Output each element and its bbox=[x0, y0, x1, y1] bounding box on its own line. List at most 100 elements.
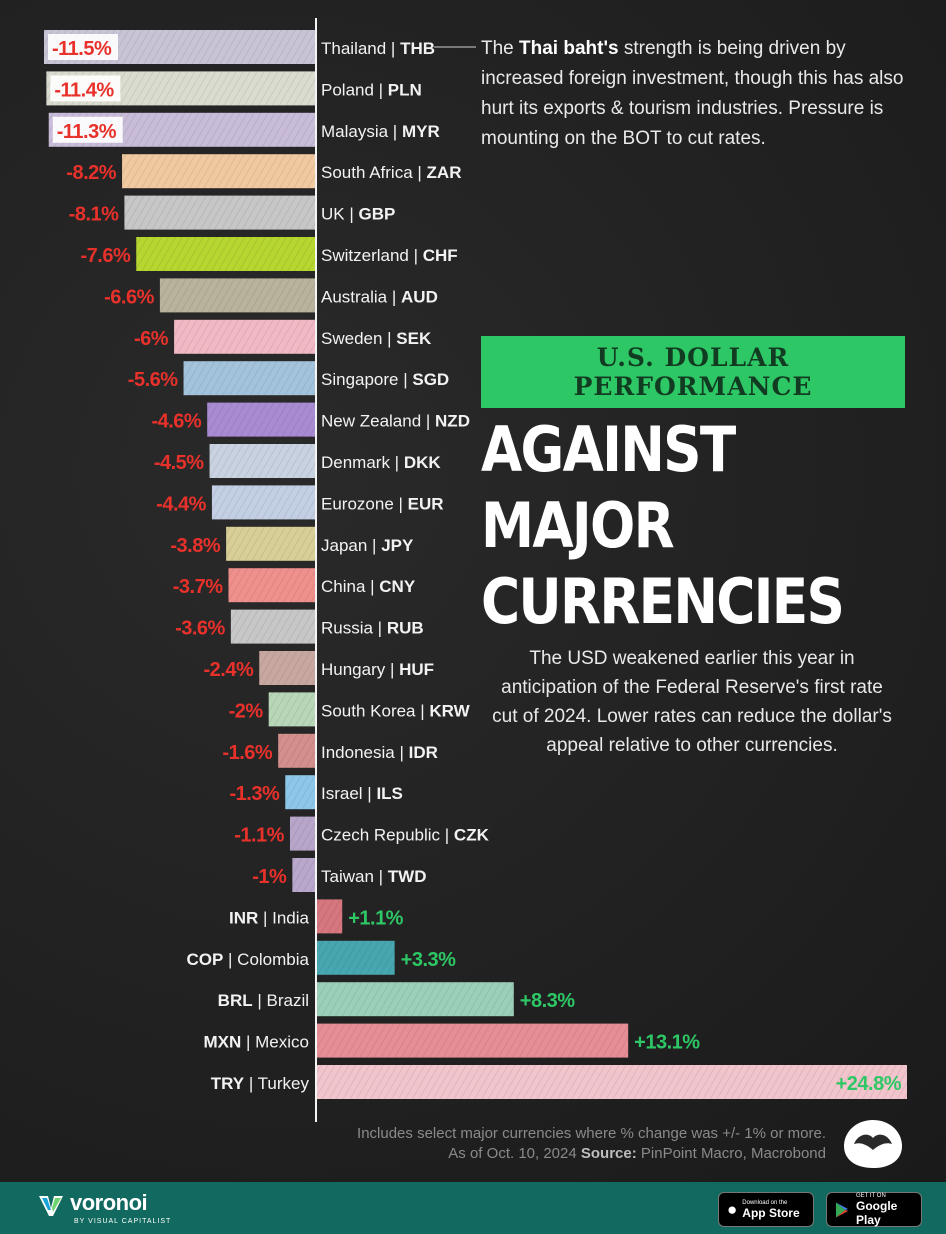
value-label-ils: -1.3% bbox=[230, 783, 280, 805]
bar-texture bbox=[207, 402, 316, 437]
value-label-bg bbox=[50, 75, 121, 102]
category-label-brl: BRL | Brazil bbox=[218, 991, 309, 1010]
value-label-myr: -11.3% bbox=[57, 121, 117, 143]
bar-texture bbox=[316, 1023, 629, 1058]
value-label-cop: +3.3% bbox=[401, 949, 456, 971]
category-label-myr: Malaysia | MYR bbox=[321, 122, 440, 141]
value-label-krw: -2% bbox=[229, 700, 264, 722]
category-label-cny: China | CNY bbox=[321, 577, 416, 596]
category-label-thb: Thailand | THB bbox=[321, 39, 435, 58]
value-label-nzd: -4.6% bbox=[151, 411, 201, 433]
bar-texture bbox=[159, 278, 316, 313]
value-label-sek: -6% bbox=[134, 328, 169, 350]
value-label-jpy: -3.8% bbox=[170, 535, 220, 557]
bar-texture bbox=[278, 733, 316, 768]
value-label-gbp: -8.1% bbox=[69, 204, 119, 226]
value-label-idr: -1.6% bbox=[222, 742, 272, 764]
category-label-pln: Poland | PLN bbox=[321, 80, 422, 99]
google-play-button[interactable]: GET IT ON Google Play bbox=[826, 1192, 922, 1227]
category-label-rub: Russia | RUB bbox=[321, 619, 424, 638]
category-label-czk: Czech Republic | CZK bbox=[321, 826, 490, 845]
category-label-dkk: Denmark | DKK bbox=[321, 453, 441, 472]
category-label-huf: Hungary | HUF bbox=[321, 660, 434, 679]
voronoi-brand[interactable]: voronoi BY VISUAL CAPITALIST bbox=[36, 1190, 171, 1225]
usd-annotation: The USD weakened earlier this year in an… bbox=[492, 648, 892, 756]
category-label-chf: Switzerland | CHF bbox=[321, 246, 458, 265]
bar-texture bbox=[136, 237, 316, 271]
value-label-chf: -7.6% bbox=[80, 245, 130, 267]
google-play-text: Google Play bbox=[856, 1198, 898, 1227]
title-line-1: U.S. DOLLAR bbox=[596, 343, 790, 372]
value-label-pln: -11.4% bbox=[54, 79, 114, 101]
footer-bar: voronoi BY VISUAL CAPITALIST ● Download … bbox=[0, 1182, 946, 1234]
bar-texture bbox=[289, 816, 316, 851]
category-label-cop: COP | Colombia bbox=[186, 950, 309, 969]
bar-texture bbox=[183, 361, 316, 396]
infographic-canvas: -11.5% Thailand | THB -11.4% Poland | PLN -1… bbox=[0, 0, 946, 1182]
value-label-bg bbox=[52, 116, 123, 143]
value-label-sgd: -5.6% bbox=[128, 369, 178, 391]
bar-texture bbox=[226, 526, 316, 561]
value-label-zar: -8.2% bbox=[66, 162, 116, 184]
app-store-text: App Store bbox=[742, 1205, 800, 1220]
bar-texture bbox=[228, 568, 316, 603]
brand-name: voronoi bbox=[70, 1190, 148, 1215]
category-label-jpy: Japan | JPY bbox=[321, 536, 414, 555]
category-label-idr: Indonesia | IDR bbox=[321, 743, 438, 762]
category-label-zar: South Africa | ZAR bbox=[321, 163, 461, 182]
bar-texture bbox=[316, 1065, 907, 1099]
bar-texture bbox=[209, 444, 316, 478]
bar-texture bbox=[122, 154, 316, 189]
bar-texture bbox=[316, 940, 395, 975]
category-label-inr: INR | India bbox=[229, 908, 310, 927]
bar-texture bbox=[268, 692, 316, 727]
value-label-bg bbox=[48, 34, 118, 60]
category-label-mxn: MXN | Mexico bbox=[204, 1033, 310, 1052]
visual-capitalist-logo-icon bbox=[844, 1120, 902, 1168]
value-label-dkk: -4.5% bbox=[154, 452, 204, 474]
bar-texture bbox=[124, 195, 316, 230]
category-label-eur: Eurozone | EUR bbox=[321, 494, 444, 513]
value-label-thb: -11.5% bbox=[52, 38, 112, 60]
value-label-rub: -3.6% bbox=[175, 618, 225, 640]
value-label-czk: -1.1% bbox=[234, 825, 284, 847]
bar-texture bbox=[316, 982, 514, 1017]
bar-texture bbox=[230, 609, 316, 644]
category-label-nzd: New Zealand | NZD bbox=[321, 412, 470, 431]
thai-baht-annotation: The Thai baht's strength is being driven… bbox=[481, 38, 904, 149]
value-label-huf: -2.4% bbox=[203, 659, 253, 681]
category-label-sek: Sweden | SEK bbox=[321, 329, 432, 348]
footnote: Includes select major currencies where %… bbox=[357, 1125, 826, 1162]
category-label-krw: South Korea | KRW bbox=[321, 701, 471, 720]
value-label-eur: -4.4% bbox=[156, 493, 206, 515]
page-title: AGAINST MAJOR CURRENCIES bbox=[481, 413, 845, 638]
value-label-twd: -1% bbox=[252, 866, 287, 888]
brand-subtitle: BY VISUAL CAPITALIST bbox=[74, 1218, 172, 1225]
app-store-small-text: Download on the bbox=[742, 1199, 788, 1206]
value-label-mxn: +13.1% bbox=[634, 1032, 700, 1054]
value-label-inr: +1.1% bbox=[348, 907, 403, 929]
value-label-try: +24.8% bbox=[836, 1073, 902, 1095]
bar-chart: -11.5% Thailand | THB -11.4% Poland | PLN -1… bbox=[44, 18, 907, 1122]
bar-texture bbox=[174, 319, 316, 354]
value-label-brl: +8.3% bbox=[520, 990, 575, 1012]
bar-texture bbox=[259, 651, 316, 685]
bar-texture bbox=[211, 485, 316, 520]
title-banner: U.S. DOLLAR PERFORMANCE bbox=[481, 336, 905, 408]
category-label-twd: Taiwan | TWD bbox=[321, 867, 427, 886]
bar-texture bbox=[292, 858, 316, 892]
app-store-button[interactable]: ● Download on the App Store bbox=[718, 1192, 814, 1227]
category-label-try: TRY | Turkey bbox=[211, 1074, 310, 1093]
google-play-icon bbox=[835, 1202, 849, 1217]
category-label-ils: Israel | ILS bbox=[321, 784, 403, 803]
bar-texture bbox=[285, 775, 316, 810]
bar-texture bbox=[316, 899, 343, 934]
category-label-sgd: Singapore | SGD bbox=[321, 370, 449, 389]
category-label-aud: Australia | AUD bbox=[321, 287, 438, 306]
value-label-aud: -6.6% bbox=[104, 286, 154, 308]
value-label-cny: -3.7% bbox=[173, 576, 223, 598]
apple-icon: ● bbox=[727, 1199, 738, 1219]
title-line-2: PERFORMANCE bbox=[573, 372, 813, 401]
google-play-small-text: GET IT ON bbox=[856, 1192, 886, 1199]
voronoi-logo-icon bbox=[39, 1196, 63, 1216]
